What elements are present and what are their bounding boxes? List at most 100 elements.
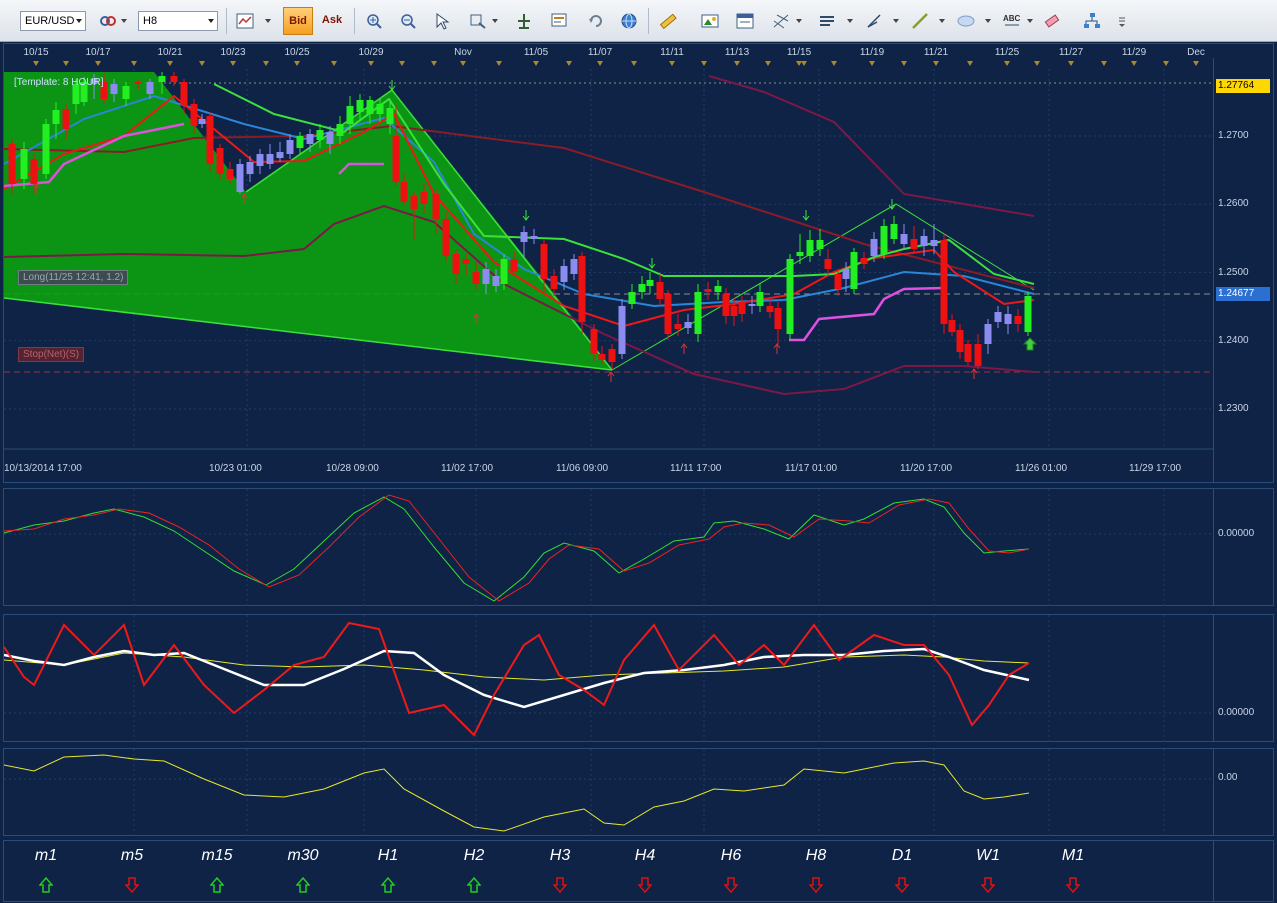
chevron-down-icon[interactable] (1027, 19, 1033, 23)
date-tick-marker (1193, 61, 1199, 66)
date-tick-marker (199, 61, 205, 66)
chevron-down-icon[interactable] (121, 19, 127, 23)
candle (738, 296, 746, 322)
text-tool-icon[interactable]: ABC (1000, 8, 1024, 34)
lines-icon[interactable] (815, 8, 839, 34)
candle-body (492, 276, 500, 286)
time-axis-label: 10/28 09:00 (326, 463, 379, 474)
candle-body (638, 284, 646, 292)
ruler-icon[interactable] (656, 8, 680, 34)
timeframe-item-H4[interactable]: H4 (615, 847, 675, 893)
chart-type-icon[interactable] (233, 8, 257, 34)
timeframe-item-H1[interactable]: H1 (358, 847, 418, 893)
date-tick-marker (701, 61, 707, 66)
timeframe-label: H1 (377, 847, 399, 864)
template-icon[interactable] (733, 8, 757, 34)
candle (714, 280, 722, 300)
hierarchy-icon[interactable] (1080, 8, 1104, 34)
refresh-icon[interactable] (584, 8, 608, 34)
timeframe-label: D1 (891, 847, 913, 864)
chevron-down-icon[interactable] (796, 19, 802, 23)
candle (432, 189, 440, 234)
candle (80, 77, 88, 106)
candle-body (376, 104, 384, 114)
pen-icon[interactable] (862, 8, 886, 34)
arrow-up-icon (39, 877, 53, 893)
price-chart[interactable]: 10/15 10/17 10/21 10/23 10/25 10/29 Nov 11/05 11… (4, 44, 1215, 484)
timeframe-label: m15 (201, 847, 233, 864)
timeframe-item-H3[interactable]: H3 (530, 847, 590, 893)
timeframe-item-M1[interactable]: M1 (1043, 847, 1103, 893)
timeframe-item-D1[interactable]: D1 (872, 847, 932, 893)
oscillator-3-scale: 0.00 (1214, 748, 1274, 836)
date-tick-marker (368, 61, 374, 66)
bid-button[interactable]: Bid (283, 7, 313, 35)
candle (326, 126, 334, 154)
price-scale-label: 1.2600 (1218, 198, 1249, 210)
link-icon[interactable] (96, 8, 120, 34)
timeframe-item-m1[interactable]: m1 (16, 847, 76, 893)
chevron-down-icon[interactable] (492, 19, 498, 23)
cursor-icon[interactable] (430, 8, 454, 34)
trailing-stop-lower (4, 122, 185, 188)
candle-body (30, 159, 38, 184)
zoom-out-icon[interactable] (396, 8, 420, 34)
candle-body (560, 266, 568, 282)
candle-body (956, 330, 964, 352)
zoom-area-icon[interactable] (466, 8, 490, 34)
price-current-tag: 1.24677 (1216, 287, 1270, 301)
timeframe-select[interactable]: H8 (138, 11, 218, 31)
date-tick-marker (399, 61, 405, 66)
candle-body (326, 132, 334, 144)
chevron-down-icon[interactable] (985, 19, 991, 23)
timeframe-label: m30 (287, 847, 319, 864)
candle-body (786, 259, 794, 334)
candle (226, 162, 234, 184)
oscillator-3-panel[interactable] (3, 748, 1215, 837)
chevron-down-icon[interactable] (265, 19, 271, 23)
more-icon[interactable] (1110, 8, 1134, 34)
price-scale[interactable]: 1.27764 1.24677 1.2700 1.2600 1.2500 1.2400… (1214, 43, 1274, 483)
buy-signal-arrow (970, 368, 978, 379)
ask-button[interactable]: Ask (321, 14, 343, 26)
candle-body (20, 149, 28, 179)
candle-body (806, 240, 814, 256)
trendline-icon[interactable] (908, 8, 932, 34)
symbol-select[interactable]: EUR/USD (20, 11, 86, 31)
timeframe-item-H8[interactable]: H8 (786, 847, 846, 893)
candle-body (432, 194, 440, 219)
chevron-down-icon[interactable] (847, 19, 853, 23)
timeframe-item-m30[interactable]: m30 (273, 847, 333, 893)
candle (90, 74, 98, 99)
timeframe-item-m5[interactable]: m5 (102, 847, 162, 893)
position-label[interactable]: Long(11/25 12:41, 1.2) (18, 270, 129, 285)
oscillator-1-panel[interactable] (3, 488, 1215, 607)
globe-icon[interactable] (617, 8, 641, 34)
timeframe-item-H6[interactable]: H6 (701, 847, 761, 893)
candle (8, 139, 16, 194)
stop-label[interactable]: Stop(Net)(S) (18, 347, 85, 362)
picture-icon[interactable] (698, 8, 722, 34)
oscillator-2-panel[interactable] (3, 614, 1215, 743)
timeframe-item-m15[interactable]: m15 (187, 847, 247, 893)
fibonacci-icon[interactable] (769, 8, 793, 34)
candle (198, 114, 206, 128)
date-tick-marker (566, 61, 572, 66)
candle-body (510, 259, 518, 272)
date-tick-marker (933, 61, 939, 66)
chevron-down-icon[interactable] (893, 19, 899, 23)
eraser-icon[interactable] (1040, 8, 1064, 34)
crosshair-icon[interactable] (512, 8, 536, 34)
date-tick-marker (95, 61, 101, 66)
timeframe-item-W1[interactable]: W1 (958, 847, 1018, 893)
properties-icon[interactable] (547, 8, 571, 34)
timeframe-item-H2[interactable]: H2 (444, 847, 504, 893)
ellipse-icon[interactable] (954, 8, 978, 34)
candle (134, 80, 142, 89)
candle-body (834, 274, 842, 289)
candle (890, 216, 898, 244)
main-chart-panel[interactable]: 10/15 10/17 10/21 10/23 10/25 10/29 Nov 11/05 11… (3, 43, 1215, 484)
separator (226, 8, 227, 34)
chevron-down-icon[interactable] (939, 19, 945, 23)
zoom-in-icon[interactable] (362, 8, 386, 34)
